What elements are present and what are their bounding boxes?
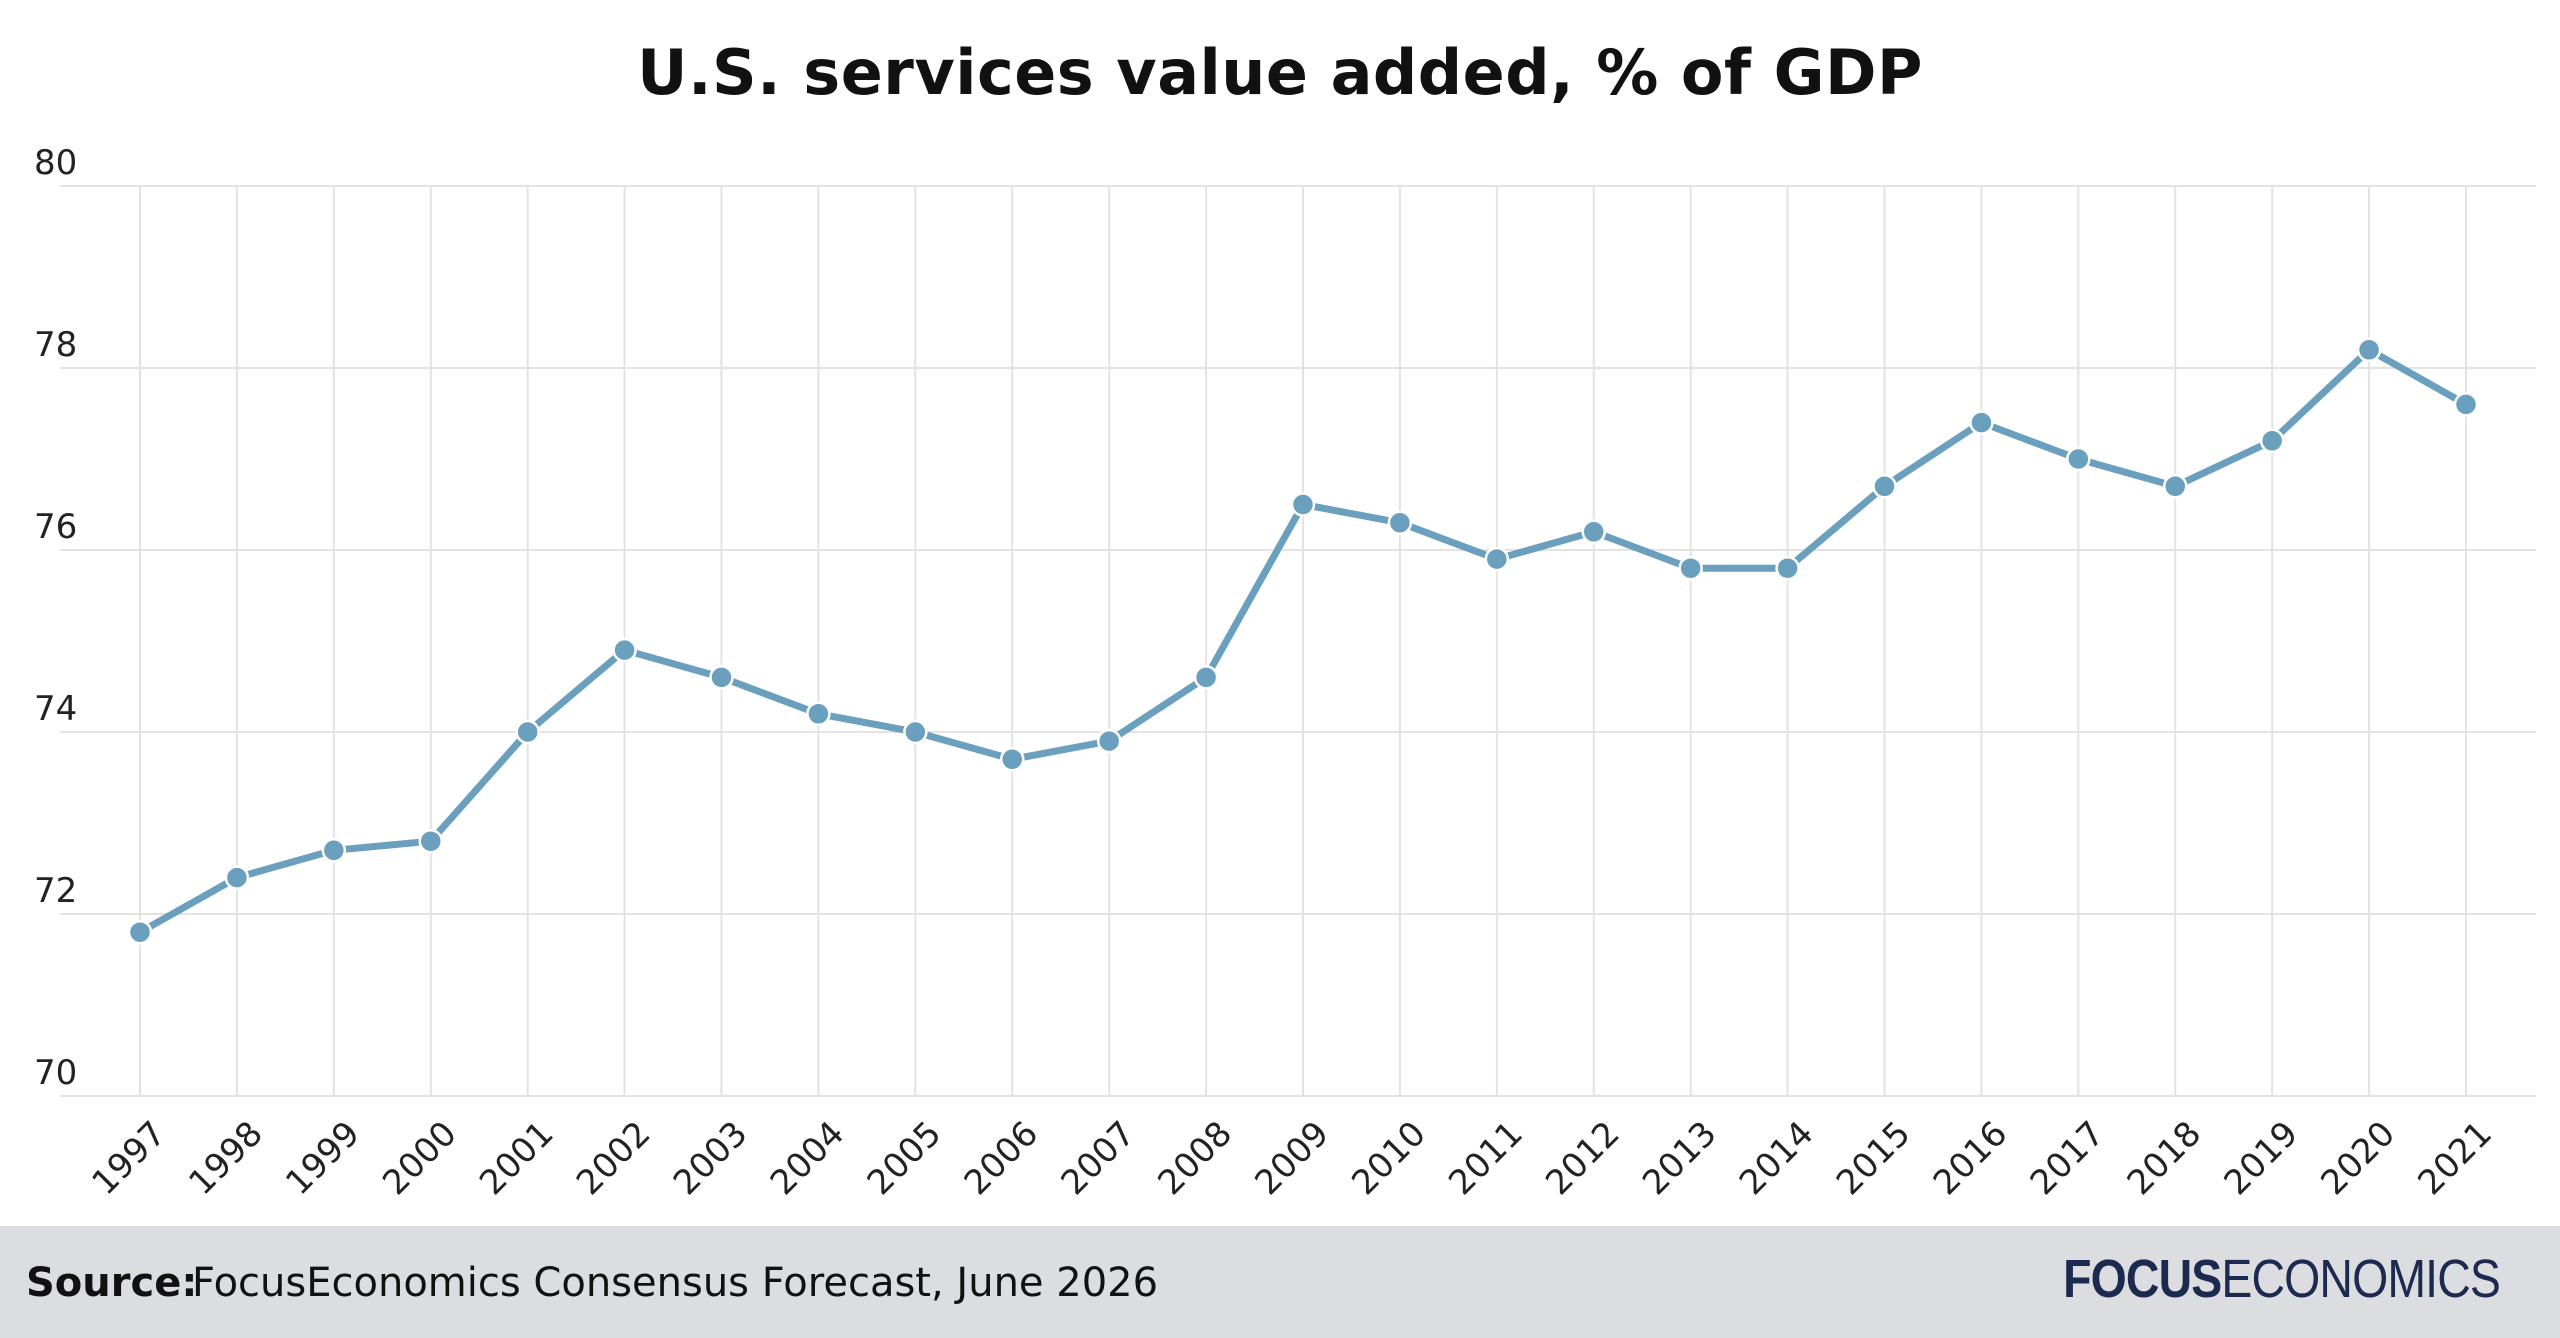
data-point <box>515 719 540 745</box>
x-tick-label: 2008 <box>1151 1114 1240 1203</box>
data-point <box>1484 546 1510 572</box>
y-tick-label: 78 <box>34 325 77 365</box>
y-tick-label: 74 <box>34 689 77 729</box>
x-tick-label: 2004 <box>763 1114 852 1203</box>
x-tick-label: 2007 <box>1054 1114 1143 1203</box>
data-point <box>1193 665 1219 690</box>
x-tick-label: 1998 <box>181 1114 270 1203</box>
source-text: FocusEconomics Consensus Forecast, June … <box>192 1260 1159 1306</box>
data-point <box>2356 337 2382 363</box>
x-tick-label: 2009 <box>1247 1114 1336 1203</box>
data-point <box>2259 428 2285 454</box>
logo-light-text: ECONOMICS <box>2221 1249 2501 1309</box>
data-point <box>127 919 153 945</box>
x-tick-label: 2018 <box>2120 1114 2209 1203</box>
data-point <box>2066 446 2091 472</box>
x-tick-label: 2001 <box>472 1114 561 1203</box>
x-tick-label: 2016 <box>1926 1114 2015 1203</box>
y-tick-label: 70 <box>34 1053 77 1093</box>
data-point <box>2163 474 2188 499</box>
x-tick-label: 2013 <box>1635 1114 1724 1203</box>
data-point <box>1775 555 1800 581</box>
chart-plot: 70 72 74 76 78 80 1997 1998 1999 2000 2001 2002 2003… <box>34 143 2536 1203</box>
data-point <box>1290 492 1316 517</box>
data-point <box>1096 728 1122 754</box>
footer: Source: FocusEconomics Consensus Forecas… <box>0 1226 2560 1338</box>
logo-bold-text: FOCUS <box>2063 1249 2222 1309</box>
x-tick-label: 2017 <box>2023 1114 2112 1203</box>
x-tick-label: 2005 <box>860 1114 949 1203</box>
x-tick-label: 2000 <box>375 1114 464 1203</box>
data-point <box>903 719 928 745</box>
data-point <box>224 865 250 890</box>
x-tick-label: 2012 <box>1538 1114 1627 1203</box>
data-point <box>1969 410 1994 435</box>
data-point <box>806 701 831 727</box>
focuseconomics-logo: FOCUSECONOMICS <box>2063 1248 2501 1310</box>
x-tick-label: 2014 <box>1732 1114 1821 1203</box>
data-point <box>2453 392 2479 417</box>
data-point <box>1872 474 1897 499</box>
x-tick-label: 2015 <box>1829 1114 1918 1203</box>
x-tick-label: 2021 <box>2410 1114 2499 1203</box>
y-tick-label: 80 <box>34 143 77 183</box>
data-point <box>612 637 637 663</box>
y-tick-label: 72 <box>34 871 77 911</box>
data-point <box>321 838 347 863</box>
x-tick-label: 1997 <box>84 1114 173 1203</box>
x-tick-label: 2010 <box>1344 1114 1433 1203</box>
x-tick-label: 1999 <box>278 1114 367 1203</box>
x-tick-label: 2002 <box>569 1114 658 1203</box>
data-point <box>709 665 734 690</box>
y-tick-label: 76 <box>34 507 77 547</box>
x-tick-label: 2020 <box>2314 1114 2403 1203</box>
chart-title: U.S. services value added, % of GDP <box>637 36 1923 109</box>
x-tick-label: 2011 <box>1441 1114 1530 1203</box>
x-tick-label: 2006 <box>957 1114 1046 1203</box>
source-label: Source: <box>26 1260 198 1306</box>
x-tick-label: 2003 <box>666 1114 755 1203</box>
data-point <box>418 828 443 854</box>
data-point <box>1581 519 1606 545</box>
data-point <box>1678 555 1703 581</box>
data-point <box>1387 510 1413 535</box>
data-point <box>1000 747 1025 772</box>
x-tick-label: 2019 <box>2217 1114 2306 1203</box>
